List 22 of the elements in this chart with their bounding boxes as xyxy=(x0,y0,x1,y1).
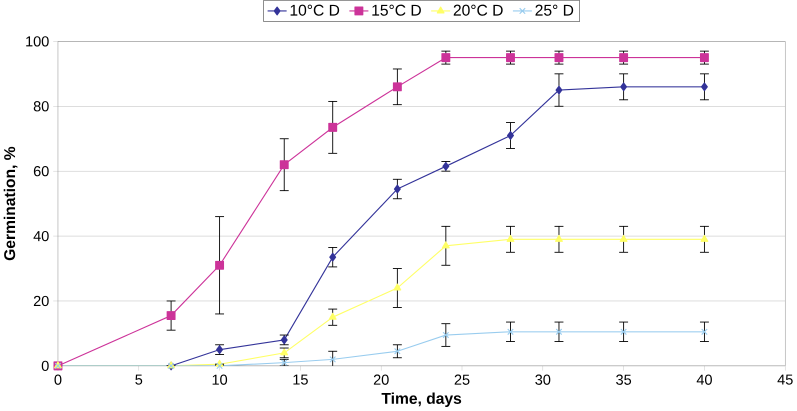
legend-label: 15°C D xyxy=(372,4,421,16)
x-tick-label: 45 xyxy=(778,374,793,385)
x-axis-title: Time, days xyxy=(382,392,462,408)
x-tick-label: 0 xyxy=(54,374,62,385)
y-tick-label: 40 xyxy=(33,231,49,242)
x-tick-label: 15 xyxy=(293,374,308,385)
x-tick-label: 35 xyxy=(616,374,632,385)
x-tick-label: 40 xyxy=(696,374,712,385)
x-tick-label: 20 xyxy=(374,374,389,385)
x-tick-label: 5 xyxy=(135,374,142,385)
y-axis-title: Germination, % xyxy=(4,146,18,260)
legend-label: 20°C D xyxy=(454,4,503,16)
y-tick-label: 20 xyxy=(34,296,49,306)
x-tick-label: 10 xyxy=(212,374,228,385)
y-tick-label: 60 xyxy=(34,166,49,176)
y-tick-label: 100 xyxy=(26,36,49,47)
x-tick-label: 30 xyxy=(535,374,550,385)
legend-label: 10°C D xyxy=(290,4,340,16)
legend-label: 25° D xyxy=(536,4,574,16)
y-tick-label: 80 xyxy=(34,101,49,112)
y-tick-label: 0 xyxy=(42,360,49,372)
x-tick-label: 25 xyxy=(454,374,470,385)
